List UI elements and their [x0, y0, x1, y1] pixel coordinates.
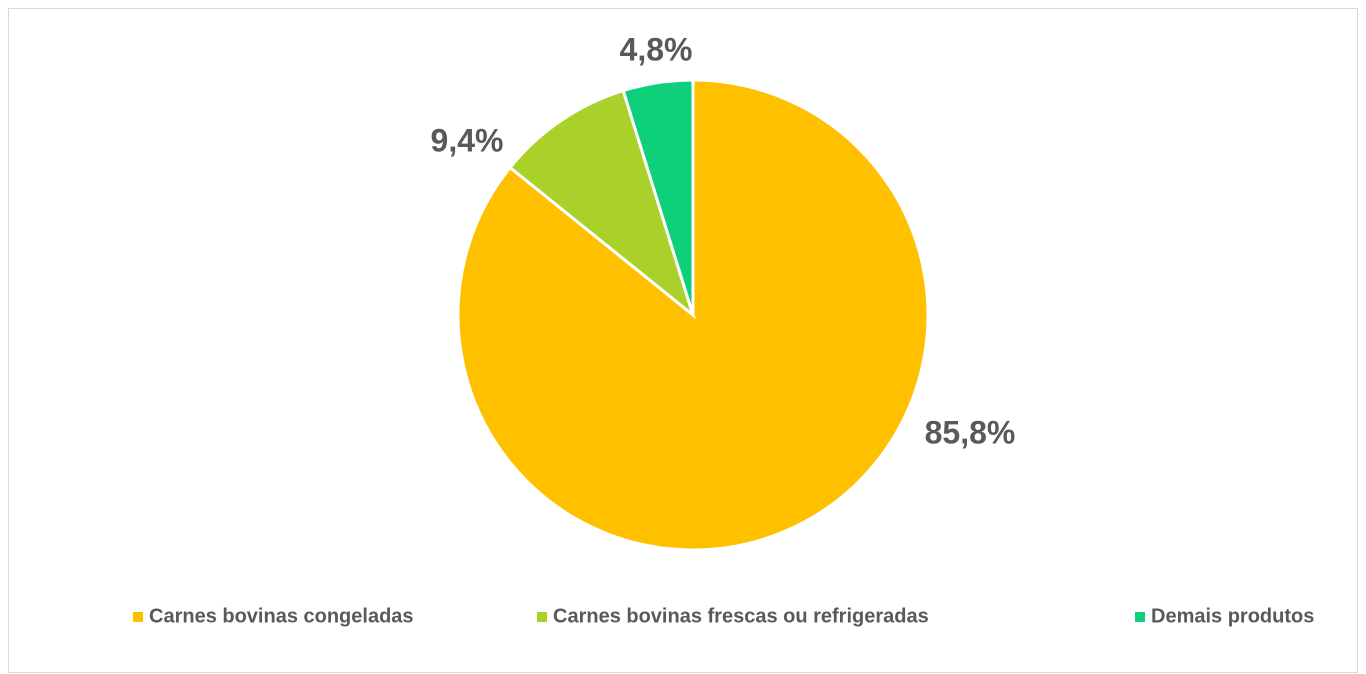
- data-label: 85,8%: [925, 414, 1016, 450]
- legend-swatch: [133, 612, 143, 622]
- data-label: 4,8%: [620, 31, 693, 67]
- pie-slice: [621, 78, 695, 316]
- legend-label: Carnes bovinas congeladas: [149, 605, 414, 627]
- legend-swatch: [537, 612, 547, 622]
- legend-label: Demais produtos: [1151, 605, 1314, 627]
- data-label: 9,4%: [431, 122, 504, 158]
- legend-label: Carnes bovinas frescas ou refrigeradas: [553, 605, 929, 627]
- legend-swatch: [1135, 612, 1145, 622]
- pie-slice: [507, 88, 696, 320]
